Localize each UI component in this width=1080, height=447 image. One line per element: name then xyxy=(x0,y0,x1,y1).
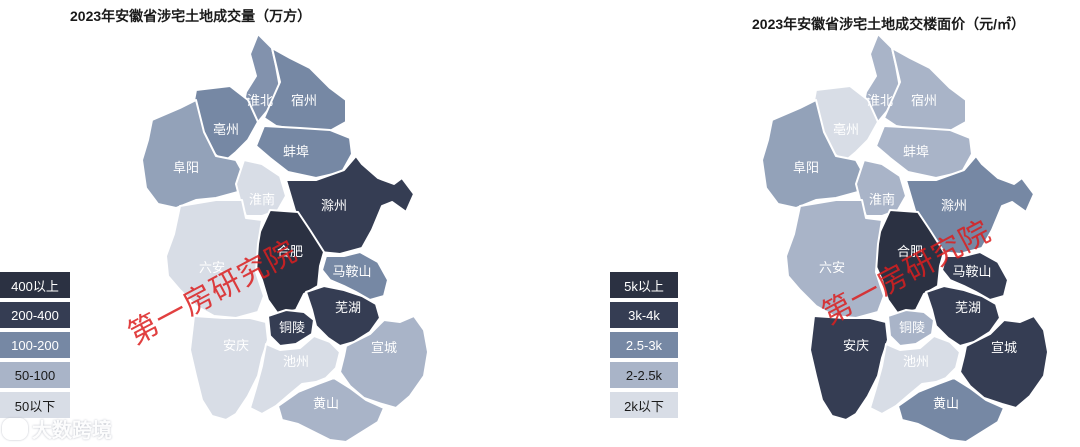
city-label: 蚌埠 xyxy=(283,144,309,159)
city-label: 黄山 xyxy=(313,396,339,411)
city-label: 马鞍山 xyxy=(332,264,371,279)
city-region xyxy=(267,309,315,347)
legend-item: 50-100 xyxy=(0,362,70,388)
city-label: 安庆 xyxy=(223,338,249,353)
city-region xyxy=(897,377,1005,443)
legend-item: 2k以下 xyxy=(610,392,678,418)
city-label: 淮北 xyxy=(867,93,893,108)
city-label: 阜阳 xyxy=(793,160,819,175)
city-region xyxy=(761,99,867,209)
city-label: 合肥 xyxy=(897,244,923,259)
city-region xyxy=(141,99,247,209)
city-region xyxy=(809,315,889,421)
city-label: 淮南 xyxy=(249,192,275,207)
city-label: 铜陵 xyxy=(279,320,305,335)
city-label: 宿州 xyxy=(291,93,317,108)
city-label: 阜阳 xyxy=(173,160,199,175)
city-region xyxy=(339,315,429,409)
city-label: 池州 xyxy=(903,354,929,369)
city-region xyxy=(785,199,885,319)
legend-price: 5k以上 3k-4k 2.5-3k 2-2.5k 2k以下 xyxy=(610,272,678,422)
city-region xyxy=(305,285,381,347)
city-label: 安庆 xyxy=(843,338,869,353)
city-label: 芜湖 xyxy=(955,300,981,315)
legend-item: 5k以上 xyxy=(610,272,678,298)
city-label: 六安 xyxy=(199,260,225,275)
city-region xyxy=(189,315,269,421)
legend-volume: 400以上 200-400 100-200 50-100 50以下 xyxy=(0,272,70,422)
legend-item: 100-200 xyxy=(0,332,70,358)
map-title-price: 2023年安徽省涉宅土地成交楼面价（元/㎡） xyxy=(752,16,1026,32)
city-region xyxy=(869,335,961,415)
city-region xyxy=(249,335,341,415)
city-region xyxy=(959,315,1049,409)
city-label: 滁州 xyxy=(941,198,967,213)
city-label: 马鞍山 xyxy=(952,264,991,279)
city-label: 滁州 xyxy=(321,198,347,213)
map-title-volume: 2023年安徽省涉宅土地成交量（万方） xyxy=(70,8,312,24)
city-region xyxy=(277,377,385,443)
city-region xyxy=(941,251,1009,301)
city-region xyxy=(925,285,1001,347)
city-region xyxy=(887,309,935,347)
city-label: 淮南 xyxy=(869,192,895,207)
city-label: 蚌埠 xyxy=(903,144,929,159)
city-label: 宿州 xyxy=(911,93,937,108)
legend-item: 200-400 xyxy=(0,302,70,328)
source-logo: 大数跨境 xyxy=(2,414,112,443)
legend-item: 2-2.5k xyxy=(610,362,678,388)
legend-item: 50以下 xyxy=(0,392,70,418)
city-region xyxy=(883,47,967,133)
city-label: 黄山 xyxy=(933,396,959,411)
city-label: 宣城 xyxy=(991,340,1017,355)
city-label: 合肥 xyxy=(277,244,303,259)
legend-item: 2.5-3k xyxy=(610,332,678,358)
city-label: 六安 xyxy=(819,260,845,275)
legend-item: 3k-4k xyxy=(610,302,678,328)
city-label: 芜湖 xyxy=(335,300,361,315)
legend-item: 400以上 xyxy=(0,272,70,298)
city-label: 亳州 xyxy=(833,122,859,137)
city-region xyxy=(321,251,389,301)
city-label: 亳州 xyxy=(213,122,239,137)
city-label: 淮北 xyxy=(247,93,273,108)
city-region xyxy=(165,199,265,319)
city-region xyxy=(263,47,347,133)
city-label: 池州 xyxy=(283,354,309,369)
brand-logo-icon xyxy=(2,417,28,440)
city-label: 铜陵 xyxy=(899,320,925,335)
city-label: 宣城 xyxy=(371,340,397,355)
source-label: 大数跨境 xyxy=(32,418,112,442)
